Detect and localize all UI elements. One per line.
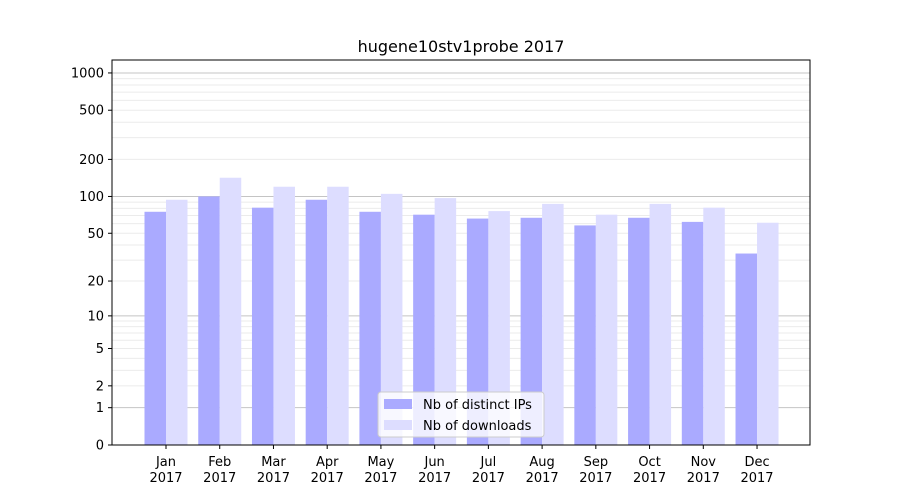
bar-downloads bbox=[488, 211, 510, 445]
y-tick-label: 2 bbox=[96, 379, 104, 394]
bar-downloads bbox=[757, 222, 779, 445]
bars bbox=[144, 177, 779, 445]
y-tick-label: 50 bbox=[87, 227, 104, 242]
legend: Nb of distinct IPs Nb of downloads bbox=[377, 391, 545, 438]
y-tick-label: 10 bbox=[87, 309, 104, 324]
y-tick-label: 1 bbox=[96, 401, 104, 416]
bar-downloads bbox=[380, 193, 403, 445]
bar-downloads bbox=[542, 203, 564, 445]
x-tick-label: Sep 2017 bbox=[579, 455, 612, 486]
bar-downloads bbox=[327, 186, 349, 445]
bar-distinct-ips bbox=[198, 196, 220, 445]
bar-distinct-ips bbox=[359, 211, 381, 445]
bar-downloads bbox=[434, 198, 457, 445]
bar-downloads bbox=[219, 177, 242, 445]
x-tick-label: Nov 2017 bbox=[687, 455, 720, 486]
x-tick-label: May 2017 bbox=[364, 455, 397, 486]
chart-title: hugene10stv1probe 2017 bbox=[358, 37, 565, 56]
x-tick-label: Jul 2017 bbox=[472, 455, 505, 486]
legend-swatch-downloads bbox=[384, 420, 412, 430]
legend-label-ips: Nb of distinct IPs bbox=[423, 398, 532, 413]
x-tick-label: Mar 2017 bbox=[257, 455, 290, 486]
bar-distinct-ips bbox=[466, 218, 489, 445]
y-tick-label: 500 bbox=[79, 104, 104, 119]
bar-distinct-ips bbox=[628, 217, 650, 445]
x-tick-label: Dec 2017 bbox=[740, 455, 773, 486]
bar-distinct-ips bbox=[305, 199, 328, 445]
x-axis: Jan 2017 Feb 2017 Mar 2017 Apr 2017 May 2017 Jun 20… bbox=[149, 445, 774, 486]
bar-downloads bbox=[273, 186, 295, 445]
legend-swatch-ips bbox=[384, 399, 412, 409]
bar-distinct-ips bbox=[735, 253, 758, 445]
y-tick-label: 20 bbox=[87, 275, 104, 290]
bar-downloads bbox=[703, 207, 725, 445]
x-tick-label: Aug 2017 bbox=[526, 455, 559, 486]
bar-downloads bbox=[649, 203, 672, 445]
bar-distinct-ips bbox=[574, 225, 596, 445]
bar-distinct-ips bbox=[251, 207, 274, 445]
y-tick-label: 0 bbox=[96, 439, 104, 454]
x-tick-label: Apr 2017 bbox=[311, 455, 344, 486]
y-tick-label: 100 bbox=[79, 190, 104, 205]
legend-label-downloads: Nb of downloads bbox=[423, 419, 532, 434]
x-tick-label: Jan 2017 bbox=[149, 455, 182, 486]
x-tick-label: Jun 2017 bbox=[418, 455, 451, 486]
bar-distinct-ips bbox=[144, 211, 166, 445]
plot-frame bbox=[111, 59, 811, 446]
bar-distinct-ips bbox=[520, 217, 543, 445]
x-tick-label: Feb 2017 bbox=[203, 455, 236, 486]
bar-downloads bbox=[166, 199, 188, 445]
y-tick-label: 1000 bbox=[71, 66, 104, 81]
bar-distinct-ips bbox=[681, 221, 704, 445]
y-tick-label: 200 bbox=[79, 153, 104, 168]
x-tick-label: Oct 2017 bbox=[633, 455, 666, 486]
bar-downloads bbox=[595, 214, 618, 445]
y-tick-label: 5 bbox=[96, 342, 104, 357]
y-axis: 0 1 2 5 10 20 50 100 200 500 1000 bbox=[71, 66, 112, 454]
bar-distinct-ips bbox=[413, 214, 435, 445]
